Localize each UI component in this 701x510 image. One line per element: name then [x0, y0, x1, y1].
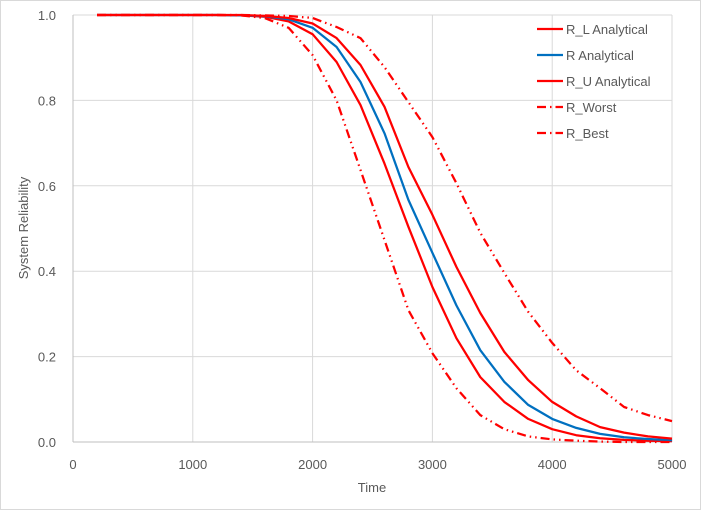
x-tick-label: 3000 — [418, 457, 447, 472]
legend-label: R_L Analytical — [566, 22, 648, 37]
x-axis-ticks: 0 1000 2000 3000 4000 5000 — [69, 457, 686, 472]
y-tick-label: 0.8 — [38, 93, 56, 108]
legend: R_L Analytical R Analytical R_U Analytical… — [537, 22, 651, 141]
y-axis-title: System Reliability — [16, 176, 31, 279]
x-tick-label: 1000 — [178, 457, 207, 472]
legend-label: R_Worst — [566, 100, 617, 115]
y-tick-label: 0.4 — [38, 264, 56, 279]
series-line-r-u-analytical — [97, 13, 673, 440]
x-tick-label: 5000 — [658, 457, 687, 472]
y-tick-label: 1.0 — [38, 8, 56, 23]
legend-label: R_Best — [566, 126, 609, 141]
y-axis-ticks: 0.0 0.2 0.4 0.6 0.8 1.0 — [38, 8, 56, 450]
y-tick-label: 0.2 — [38, 350, 56, 365]
legend-label: R_U Analytical — [566, 74, 651, 89]
y-tick-label: 0.6 — [38, 179, 56, 194]
x-tick-label: 0 — [69, 457, 76, 472]
y-tick-label: 0.0 — [38, 435, 56, 450]
legend-label: R Analytical — [566, 48, 634, 63]
data-series — [97, 13, 673, 444]
x-axis-title: Time — [358, 480, 386, 495]
x-tick-label: 2000 — [298, 457, 327, 472]
x-tick-label: 4000 — [538, 457, 567, 472]
gridlines — [72, 14, 673, 443]
